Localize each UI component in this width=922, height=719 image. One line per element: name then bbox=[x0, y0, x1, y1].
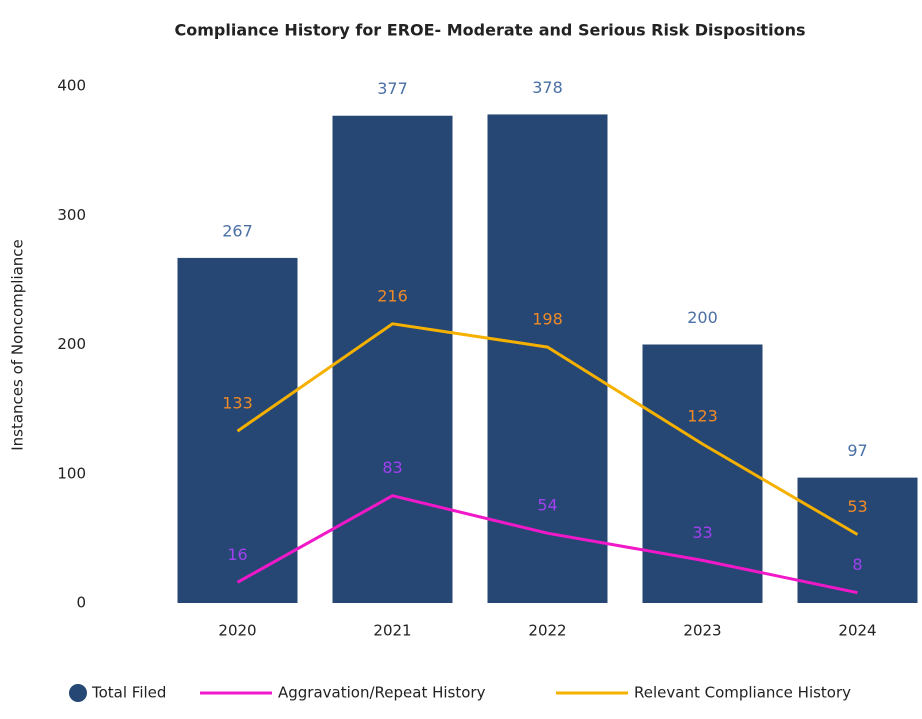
bar bbox=[642, 344, 763, 603]
data-label: 83 bbox=[382, 458, 402, 477]
data-label: 33 bbox=[692, 523, 712, 542]
data-label: 123 bbox=[687, 407, 718, 426]
x-tick-label: 2024 bbox=[838, 622, 876, 640]
x-tick-label: 2021 bbox=[373, 622, 411, 640]
line bbox=[236, 494, 858, 595]
data-label: 200 bbox=[687, 308, 718, 327]
legend-marker bbox=[69, 684, 87, 702]
data-label: 133 bbox=[222, 394, 253, 413]
y-axis-label: Instances of Noncompliance bbox=[9, 239, 27, 451]
bar bbox=[332, 115, 453, 603]
y-tick-label: 200 bbox=[57, 335, 86, 353]
data-label: 54 bbox=[537, 496, 557, 515]
data-label: 378 bbox=[532, 78, 563, 97]
legend-label: Aggravation/Repeat History bbox=[278, 684, 486, 702]
chart-title: Compliance History for EROE- Moderate an… bbox=[175, 21, 806, 40]
y-tick-label: 300 bbox=[57, 206, 86, 224]
bar bbox=[797, 477, 918, 603]
line bbox=[236, 322, 859, 536]
data-label: 377 bbox=[377, 79, 408, 98]
y-tick-label: 400 bbox=[57, 77, 86, 95]
legend-label: Total Filed bbox=[91, 684, 166, 702]
data-label: 16 bbox=[227, 545, 247, 564]
data-label: 267 bbox=[222, 221, 253, 240]
y-tick-label: 100 bbox=[57, 464, 86, 482]
data-label: 53 bbox=[847, 497, 867, 516]
x-tick-label: 2022 bbox=[528, 622, 566, 640]
y-tick-label: 0 bbox=[76, 594, 86, 612]
legend-label: Relevant Compliance History bbox=[634, 684, 851, 702]
x-tick-label: 2023 bbox=[683, 622, 721, 640]
x-tick-label: 2020 bbox=[218, 622, 256, 640]
data-label: 198 bbox=[532, 310, 563, 329]
data-label: 8 bbox=[852, 555, 862, 574]
bar bbox=[487, 114, 608, 603]
data-label: 97 bbox=[847, 441, 867, 460]
data-label: 216 bbox=[377, 286, 408, 305]
